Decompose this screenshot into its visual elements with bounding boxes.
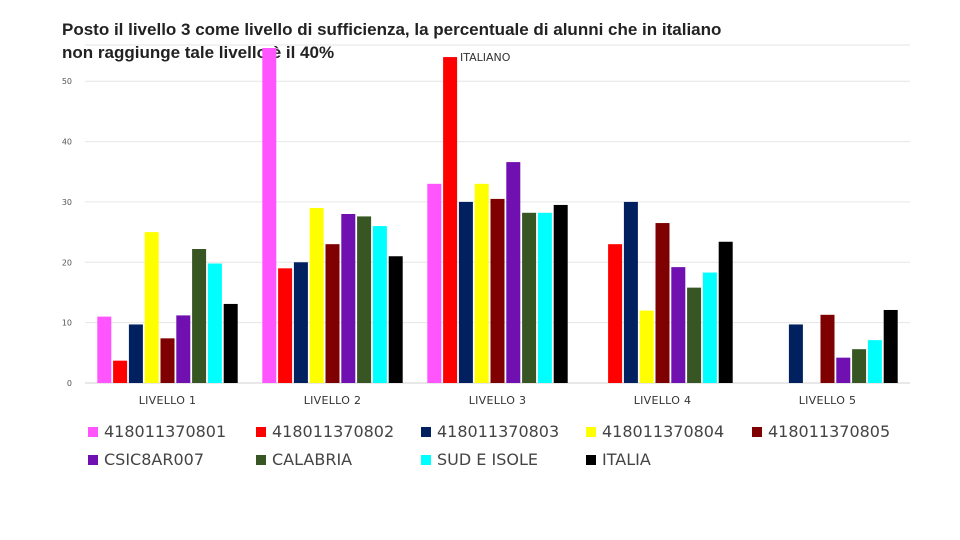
bar	[357, 216, 372, 383]
bar	[537, 212, 552, 383]
legend-swatch	[752, 426, 762, 437]
bar	[144, 232, 159, 383]
x-axis-categories: LIVELLO 1 LIVELLO 2 LIVELLO 3 LIVELLO 4 LIVE…	[139, 394, 857, 407]
legend-label: ITALIA	[602, 450, 651, 469]
bar	[207, 263, 222, 383]
bar	[639, 310, 654, 383]
y-tick-label: 20	[62, 258, 72, 267]
bar	[836, 357, 851, 383]
legend-swatch	[586, 454, 596, 465]
bar	[671, 267, 686, 383]
bar	[278, 268, 293, 383]
bar	[341, 214, 356, 383]
bar	[128, 324, 143, 383]
legend-swatch	[421, 426, 431, 437]
legend-item: 418011370802	[256, 422, 394, 441]
bar	[372, 226, 387, 383]
legend-label: CALABRIA	[272, 450, 353, 469]
bar	[443, 57, 458, 383]
legend-item: CALABRIA	[256, 450, 352, 469]
x-category-label: LIVELLO 5	[799, 394, 857, 407]
bar	[820, 314, 835, 383]
bar	[293, 262, 308, 383]
legend-swatch	[88, 454, 98, 465]
bar	[113, 360, 128, 383]
bar	[490, 198, 505, 383]
bar	[388, 256, 403, 383]
bar	[702, 272, 717, 383]
bar	[97, 316, 112, 383]
bar	[262, 48, 277, 384]
legend-item: 418011370805	[752, 422, 890, 441]
legend-swatch	[586, 426, 596, 437]
y-tick-label: 50	[62, 77, 72, 86]
legend-label: 418011370802	[272, 422, 395, 441]
legend-item: 418011370804	[586, 422, 724, 441]
y-tick-label: 30	[62, 198, 72, 207]
legend-swatch	[421, 454, 431, 465]
x-category-label: LIVELLO 3	[469, 394, 527, 407]
bar	[623, 201, 638, 383]
legend-swatch	[256, 454, 266, 465]
legend-label: 418011370805	[768, 422, 891, 441]
bar	[325, 244, 340, 383]
bar	[192, 249, 207, 383]
bar	[176, 315, 191, 383]
legend-label: 418011370803	[437, 422, 560, 441]
bar	[223, 303, 238, 383]
bar	[553, 204, 568, 383]
bar	[867, 340, 882, 383]
bar	[458, 201, 473, 383]
x-category-label: LIVELLO 4	[634, 394, 692, 407]
x-category-label: LIVELLO 2	[304, 394, 362, 407]
bar	[883, 309, 898, 383]
bar	[474, 183, 489, 383]
chart-title: ITALIANO	[460, 51, 511, 64]
legend-swatch	[256, 426, 266, 437]
legend-item: 418011370803	[421, 422, 559, 441]
legend-label: SUD E ISOLE	[437, 450, 538, 469]
bar	[160, 338, 175, 383]
y-tick-label: 10	[62, 319, 72, 328]
bar	[608, 244, 623, 383]
legend-item: CSIC8AR007	[88, 450, 204, 469]
legend-swatch	[88, 426, 98, 437]
chart-bars	[97, 48, 898, 384]
bar	[427, 183, 442, 383]
bar	[309, 207, 324, 383]
bar	[788, 324, 803, 383]
legend-label: 418011370801	[104, 422, 227, 441]
y-tick-label: 0	[67, 379, 72, 388]
bar	[852, 349, 867, 383]
y-axis-ticks: 0 10 20 30 40 50	[62, 77, 72, 388]
bar	[687, 287, 702, 383]
bar	[655, 223, 670, 383]
legend-item: 418011370801	[88, 422, 226, 441]
legend-label: 418011370804	[602, 422, 725, 441]
y-tick-label: 40	[62, 138, 72, 147]
chart-gridlines	[85, 44, 910, 384]
legend-item: ITALIA	[586, 450, 651, 469]
x-category-label: LIVELLO 1	[139, 394, 197, 407]
bar	[506, 162, 521, 383]
bar	[718, 241, 733, 383]
legend-item: SUD E ISOLE	[421, 450, 538, 469]
legend-label: CSIC8AR007	[104, 450, 204, 469]
bar	[522, 212, 537, 383]
